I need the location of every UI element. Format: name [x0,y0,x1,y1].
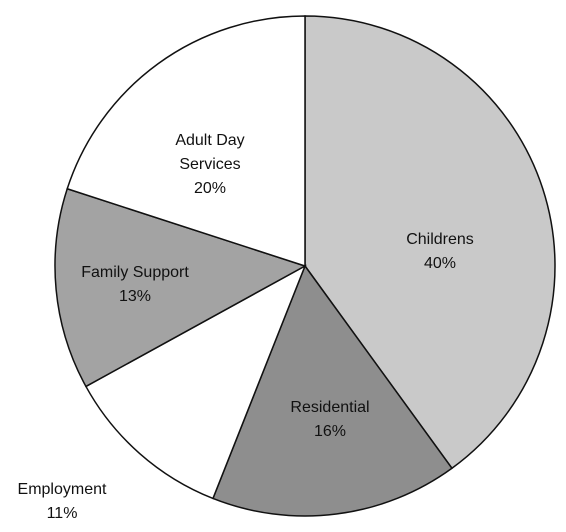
slice-label: Adult Day Services 20% [155,129,265,201]
slice-label: Family Support 13% [60,261,210,309]
slice-label: Employment 11% [0,478,127,526]
pie-slice [84,264,307,500]
pie-slice [54,187,307,388]
pie-slice [211,264,453,517]
pie-slice [304,15,556,470]
value-label: 11% [46,505,78,522]
slice-label: Residential 16% [265,396,395,444]
value-label: 13% [118,288,152,305]
slice-label: Childrens 40% [380,228,500,276]
category-label: Childrens [406,231,474,248]
category-label: Family Support [81,264,189,281]
pie-slice [66,15,306,268]
category-label: Adult Day Services [175,132,245,173]
category-label: Employment [17,481,107,498]
category-label: Residential [290,399,370,416]
value-label: 40% [423,255,457,272]
value-label: 16% [313,423,347,440]
value-label: 20% [193,180,227,197]
